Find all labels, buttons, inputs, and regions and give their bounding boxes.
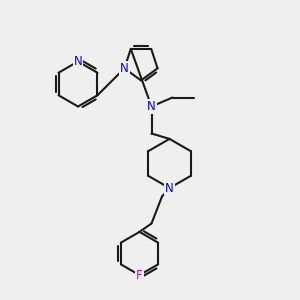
Text: N: N: [120, 62, 129, 75]
Text: F: F: [136, 268, 143, 282]
Text: N: N: [147, 100, 156, 113]
Text: N: N: [165, 182, 174, 195]
Text: N: N: [74, 55, 82, 68]
